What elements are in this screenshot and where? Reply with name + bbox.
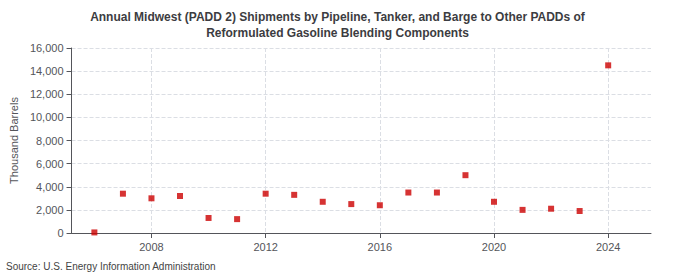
svg-text:4,000: 4,000 — [36, 181, 64, 193]
svg-text:0: 0 — [57, 227, 63, 239]
svg-text:2,000: 2,000 — [36, 204, 64, 216]
svg-text:2020: 2020 — [482, 241, 506, 253]
svg-text:Reformulated Gasoline Blending: Reformulated Gasoline Blending Component… — [206, 26, 469, 40]
svg-text:10,000: 10,000 — [30, 111, 64, 123]
svg-text:2008: 2008 — [139, 241, 163, 253]
svg-text:Thousand Barrels: Thousand Barrels — [8, 97, 20, 184]
svg-text:2012: 2012 — [253, 241, 277, 253]
svg-text:Source: U.S. Energy Informatio: Source: U.S. Energy Information Administ… — [6, 261, 216, 272]
svg-text:14,000: 14,000 — [30, 65, 64, 77]
svg-text:12,000: 12,000 — [30, 88, 64, 100]
svg-text:2024: 2024 — [596, 241, 620, 253]
svg-text:2016: 2016 — [368, 241, 392, 253]
svg-text:6,000: 6,000 — [36, 158, 64, 170]
svg-text:16,000: 16,000 — [30, 42, 64, 54]
svg-text:Annual Midwest (PADD 2) Shipme: Annual Midwest (PADD 2) Shipments by Pip… — [90, 10, 586, 24]
svg-text:8,000: 8,000 — [36, 135, 64, 147]
